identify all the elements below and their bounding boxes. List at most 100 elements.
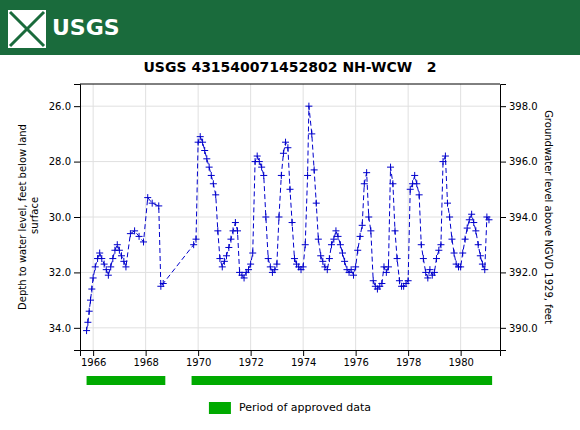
y-axis: 26.0 28.0 30.0 32.0 34.0: [49, 85, 81, 351]
tick-mark: [408, 350, 409, 356]
tick-mark: [500, 328, 506, 329]
point-marker: [305, 103, 312, 110]
point-marker: [90, 274, 97, 281]
frame: [80, 84, 500, 85]
tick-mark: [74, 106, 80, 107]
tick-mark: [356, 350, 357, 356]
tick-label: 34.0: [49, 323, 71, 334]
tick-mark: [500, 272, 506, 273]
tick-label: 32.0: [49, 267, 71, 278]
tick: 28.0: [49, 156, 80, 167]
point-marker: [88, 286, 95, 293]
point-marker: [105, 272, 112, 279]
tick-label: 1976: [343, 357, 368, 368]
point-marker: [411, 172, 418, 179]
tick-label: 26.0: [49, 101, 71, 112]
point-marker: [337, 241, 344, 248]
point-marker: [199, 139, 206, 146]
point-marker: [416, 191, 423, 198]
point-marker: [433, 255, 440, 262]
tick-label: 1978: [396, 357, 421, 368]
point-marker: [361, 180, 368, 187]
x-axis: 19661968197019721974197619781980: [81, 350, 501, 368]
logo-box: [8, 10, 46, 48]
tick-label: 394.0: [509, 212, 538, 223]
point-marker: [302, 241, 309, 248]
point-marker: [289, 219, 296, 226]
grid: [80, 84, 500, 350]
tick-label: 28.0: [49, 156, 71, 167]
plot-data: [83, 103, 492, 334]
point-marker: [324, 266, 331, 273]
point-marker: [304, 172, 311, 179]
point-marker: [326, 255, 333, 262]
point-marker: [84, 319, 91, 326]
tick: 390.0: [500, 323, 538, 334]
point-marker: [227, 236, 234, 243]
tick-mark: [461, 350, 462, 356]
point-marker: [140, 238, 147, 245]
point-marker: [232, 219, 239, 226]
point-marker: [420, 255, 427, 262]
tick: 392.0: [500, 267, 538, 278]
tick: 1966: [81, 350, 106, 368]
tick: 1968: [133, 350, 158, 368]
title: USGS 431540071452802 NH-WCW 2: [143, 59, 436, 75]
tick-label: 396.0: [509, 156, 538, 167]
point-marker: [359, 222, 366, 229]
tick-label: 392.0: [509, 267, 538, 278]
point-marker: [234, 227, 241, 234]
tick-label: 1980: [448, 357, 473, 368]
point-marker: [418, 241, 425, 248]
logo-stroke: [10, 12, 44, 46]
point-marker: [260, 172, 267, 179]
point-marker: [284, 144, 291, 151]
tick-mark: [500, 217, 506, 218]
point-marker: [249, 250, 256, 257]
tick-label: 30.0: [49, 212, 71, 223]
point-marker: [357, 233, 364, 240]
tick-mark: [500, 106, 506, 107]
point-marker: [265, 255, 272, 262]
point-marker: [193, 236, 200, 243]
tick-mark: [74, 272, 80, 273]
point-marker: [144, 194, 151, 201]
point-marker: [341, 258, 348, 265]
y-axis-label: Depth to water level, feet below land su…: [17, 124, 40, 310]
point-marker: [262, 214, 269, 221]
point-marker: [273, 261, 280, 268]
point-marker: [389, 180, 396, 187]
point-marker: [457, 263, 464, 270]
tick: 396.0: [500, 156, 538, 167]
grid-line: [80, 106, 500, 107]
point-marker: [287, 186, 294, 193]
point-marker: [311, 166, 318, 173]
point-marker: [300, 263, 307, 270]
point-marker: [280, 150, 287, 157]
tick-label: 390.0: [509, 323, 538, 334]
point-marker: [394, 255, 401, 262]
point-marker: [444, 200, 451, 207]
point-marker: [339, 250, 346, 257]
point-marker: [354, 247, 361, 254]
point-marker: [405, 277, 412, 284]
tick-label: 1968: [133, 357, 158, 368]
approved-period: [87, 376, 166, 385]
grid-line: [80, 161, 500, 162]
legend-label: Period of approved data: [239, 401, 371, 414]
point-marker: [442, 153, 449, 160]
tick-mark: [500, 162, 506, 163]
point-marker: [83, 327, 90, 334]
approved-period: [192, 376, 493, 385]
axis-line: [81, 351, 501, 357]
point-marker: [363, 169, 370, 176]
point-marker: [87, 297, 94, 304]
tick-mark: [198, 350, 199, 356]
point-marker: [155, 202, 162, 209]
legend: Period of approved data: [209, 401, 371, 414]
point-marker: [451, 250, 458, 257]
point-marker: [350, 272, 357, 279]
tick-label: 398.0: [509, 101, 538, 112]
y2-axis: 398.0 396.0 394.0 392.0 390.0: [500, 85, 538, 351]
point-marker: [210, 180, 217, 187]
